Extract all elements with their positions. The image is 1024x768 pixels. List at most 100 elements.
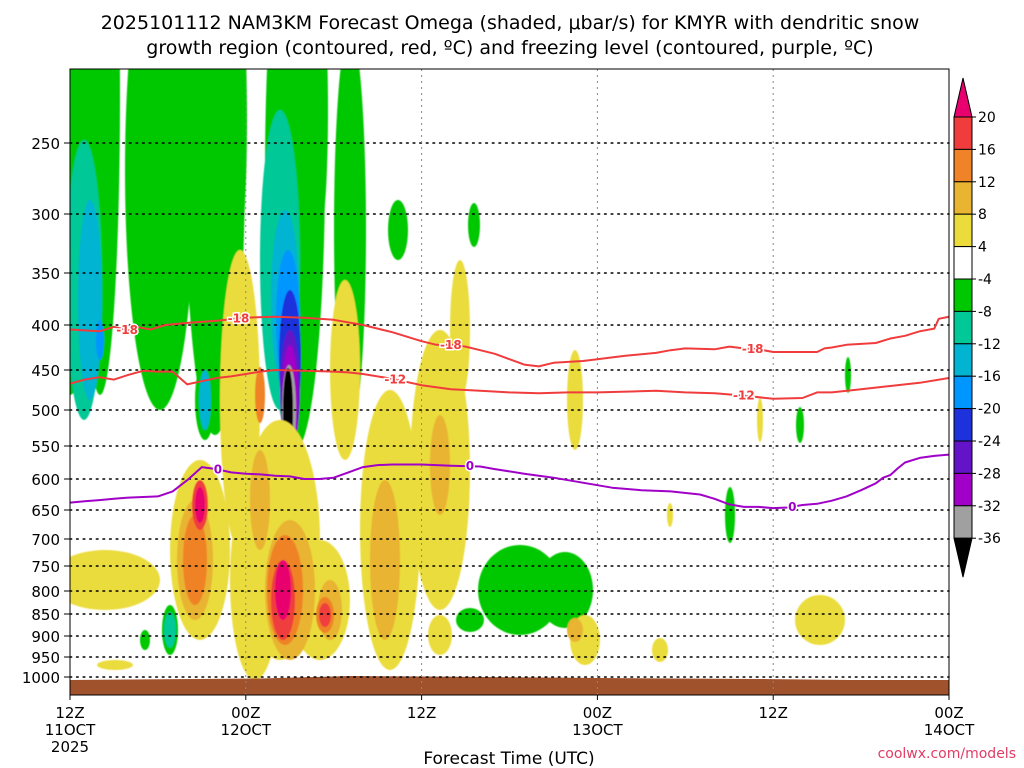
colorbar-label-11: -28 [978,466,1001,482]
omega-shade-region-26 [78,200,102,400]
x-tick-label-h12-2: 12OCT [221,721,272,739]
y-tick-label-500: 500 [31,402,60,420]
y-tick-label-400: 400 [31,317,60,335]
omega-shade-region-5 [223,69,247,270]
omega-shade-region-16 [796,407,804,443]
x-tick-label-h24-1: 12Z [407,704,436,722]
omega-shade-region-10 [468,203,480,247]
omega-shade-region-49 [428,615,452,655]
omega-shade-region-57 [250,450,270,550]
colorbar-label-2: 12 [978,175,996,191]
omega-shade-region-37 [70,550,160,610]
y-tick-label-950: 950 [31,649,60,667]
colorbar-swatch-11 [953,440,973,474]
contour-line-2 [70,453,949,510]
colorbar-swatch-4 [953,213,973,248]
x-axis-label: Forecast Time (UTC) [423,749,594,768]
colorbar-swatch-6 [953,278,973,312]
contour-line-1 [70,369,949,400]
omega-shade-region-51 [97,660,133,670]
x-tick-label-h12-1: 00Z [231,704,260,722]
colorbar-swatch-10 [953,408,973,442]
omega-shade-region-59 [370,480,400,640]
contour-label-0-0: -18 [116,323,138,337]
colorbar-swatch-13 [953,505,973,539]
omega-shade-region-70 [275,560,291,620]
x-tick-label-h36-1: 00Z [583,704,612,722]
x-tick-label-h60-2: 14OCT [924,721,975,739]
colorbar-label-13: -36 [978,531,1001,547]
colorbar-label-12: -32 [978,499,1001,515]
credit-text: coolwx.com/models [878,746,1016,762]
contour-label-0-1: -18 [228,312,250,326]
omega-shade-region-12 [478,545,562,635]
contour-label-2-0: 0 [214,462,222,476]
colorbar-top-arrow [953,77,973,118]
x-tick-label-h48-1: 12Z [759,704,788,722]
omega-shade-region-46 [795,595,845,645]
omega-shade-region-4 [170,69,210,280]
colorbar-bottom-arrow [953,537,973,578]
y-tick-label-600: 600 [31,471,60,489]
omega-shade-region-62 [183,515,207,605]
colorbar-label-0: 20 [978,110,996,126]
omega-shade-region-47 [757,398,763,442]
omega-shade-region-69 [195,487,205,523]
omega-shade-region-9 [388,200,408,260]
colorbar-label-3: 8 [978,207,987,223]
omega-shade-region-65 [255,367,265,423]
y-tick-label-850: 850 [31,606,60,624]
colorbar-swatch-12 [953,472,973,507]
y-tick-label-1000: 1000 [22,669,60,687]
omega-shade-region-14 [456,608,484,632]
y-tick-label-450: 450 [31,362,60,380]
y-tick-label-250: 250 [31,135,60,153]
contour-label-0-2: -18 [440,338,462,352]
temperature-contours: -18 -18 -18 -18 -12 -12 0 0 0 [70,310,949,515]
omega-shade-region-30 [96,320,104,360]
omega-shade-region-50 [652,638,668,662]
colorbar-swatch-9 [953,375,973,410]
omega-shade-region-68 [319,603,331,627]
contour-label-2-2: 0 [788,500,796,514]
colorbar-label-4: 4 [978,240,987,256]
x-tick-label-h60-1: 00Z [934,704,963,722]
colorbar-label-8: -16 [978,369,1001,385]
y-tick-label-300: 300 [31,206,60,224]
plot-frame [69,68,950,696]
omega-shade-region-25 [164,612,176,648]
chart-title-line-1: 2025101112 NAM3KM Forecast Omega (shaded… [101,12,920,34]
x-tick-label-h36-2: 13OCT [572,721,623,739]
colorbar-swatch-2 [953,148,973,183]
omega-shade-region-53 [450,260,470,400]
y-tick-label-800: 800 [31,583,60,601]
colorbar-label-9: -20 [978,402,1001,418]
omega-shade-region-48 [667,503,673,527]
omega-shade-region-19 [140,630,150,650]
colorbar-swatch-3 [953,181,973,215]
terrain-ground [70,676,949,695]
omega-shade-region-54 [330,280,360,460]
omega-shade-region-45 [567,350,583,450]
y-tick-label-650: 650 [31,502,60,520]
colorbar-swatch-7 [953,310,973,345]
omega-shade-region-11 [139,75,147,115]
y-axis: 250 300 350 400 450 500 550 600 650 700 750 800 850 9… [22,135,70,687]
omega-shade-region-60 [567,618,583,642]
colorbar: 20 16 12 8 4 -4 -8 -12 -16 -20 -24 -28 -32 -36 [953,77,1001,578]
contour-line-0 [70,315,949,368]
y-tick-label-750: 750 [31,558,60,576]
contour-label-0-3: -18 [742,342,764,356]
colorbar-label-6: -8 [978,304,992,320]
contour-label-1-0: -12 [384,372,406,386]
colorbar-label-5: -4 [978,272,992,288]
y-tick-label-900: 900 [31,628,60,646]
omega-shade-region-28 [199,370,211,430]
colorbar-label-10: -24 [978,434,1001,450]
y-tick-label-550: 550 [31,438,60,456]
colorbar-label-1: 16 [978,142,996,158]
omega-shading [70,69,851,680]
plot-grid [69,69,950,695]
